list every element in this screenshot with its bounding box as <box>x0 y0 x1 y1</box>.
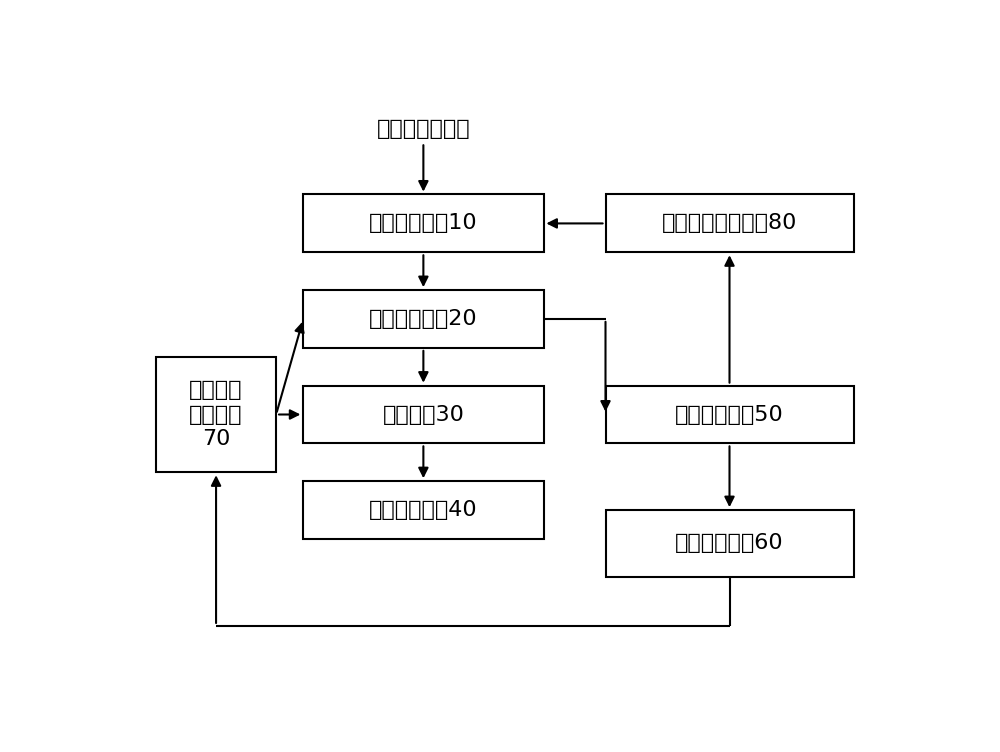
Text: 数据缓存模块20: 数据缓存模块20 <box>369 309 478 329</box>
Bar <box>156 356 276 472</box>
Bar <box>303 481 544 539</box>
Bar <box>606 386 854 444</box>
Bar <box>606 510 854 577</box>
Text: 跟踪处理模块50: 跟踪处理模块50 <box>675 405 784 424</box>
Bar <box>606 195 854 253</box>
Text: 本地载波生成模块80: 本地载波生成模块80 <box>662 214 797 233</box>
Text: 下变频突发信号: 下变频突发信号 <box>377 120 470 139</box>
Text: 相干解调模块10: 相干解调模块10 <box>369 214 478 233</box>
Bar <box>303 290 544 348</box>
Text: 积分计算模块40: 积分计算模块40 <box>369 500 478 520</box>
Text: 跟踪控制模块60: 跟踪控制模块60 <box>675 533 784 553</box>
Bar <box>303 386 544 444</box>
Text: 本地伪码
生成模块
70: 本地伪码 生成模块 70 <box>189 380 243 449</box>
Text: 解扩模块30: 解扩模块30 <box>382 405 464 424</box>
Bar <box>303 195 544 253</box>
